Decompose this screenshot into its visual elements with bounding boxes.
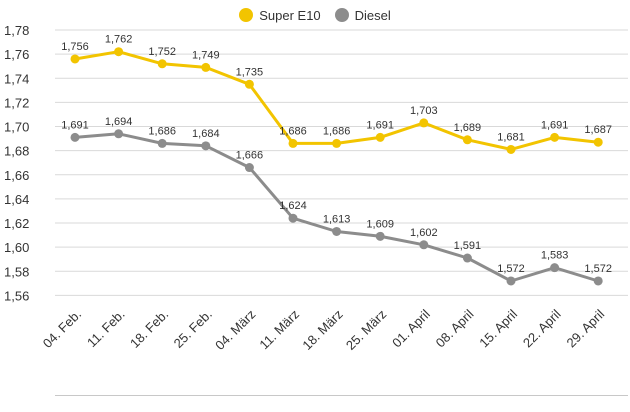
- data-point-super-e10: [419, 118, 429, 128]
- data-label-diesel: 1,609: [366, 218, 394, 230]
- y-tick-label: 1,56: [4, 288, 29, 303]
- data-point-super-e10: [114, 47, 124, 57]
- data-point-diesel: [462, 253, 472, 263]
- x-tick-label: 04. Feb.: [40, 307, 84, 351]
- legend-marker-super-e10: [239, 8, 254, 22]
- series-line-diesel: [74, 132, 599, 283]
- x-tick-label: 29. April: [563, 306, 607, 350]
- data-label-super-e10: 1,686: [279, 125, 307, 137]
- data-point-super-e10: [288, 138, 298, 148]
- y-tick-label: 1,76: [4, 47, 29, 62]
- data-point-super-e10: [462, 135, 472, 145]
- legend-marker-diesel: [334, 8, 349, 22]
- data-point-diesel: [244, 163, 254, 173]
- x-tick-label: 25. Feb.: [171, 307, 215, 351]
- data-point-diesel: [332, 226, 342, 236]
- data-label-super-e10: 1,703: [410, 105, 438, 117]
- data-point-super-e10: [375, 132, 385, 142]
- data-label-diesel: 1,572: [497, 263, 525, 275]
- data-label-diesel: 1,624: [279, 200, 307, 212]
- data-point-diesel: [375, 231, 385, 241]
- y-tick-label: 1,58: [4, 264, 29, 279]
- data-label-diesel: 1,591: [454, 240, 482, 252]
- x-tick-label: 11. Feb.: [84, 307, 128, 351]
- data-point-super-e10: [332, 138, 342, 148]
- x-tick-label: 04. März: [212, 307, 258, 353]
- data-point-diesel: [114, 129, 124, 139]
- data-label-diesel: 1,666: [236, 150, 264, 162]
- data-point-super-e10: [550, 132, 560, 142]
- data-point-diesel: [419, 240, 429, 250]
- data-label-super-e10: 1,687: [584, 124, 612, 136]
- data-label-super-e10: 1,735: [236, 66, 264, 78]
- data-label-super-e10: 1,752: [148, 46, 176, 58]
- data-label-super-e10: 1,689: [454, 122, 482, 134]
- data-point-super-e10: [593, 137, 603, 147]
- data-label-super-e10: 1,691: [366, 119, 394, 131]
- data-label-super-e10: 1,749: [192, 49, 220, 61]
- data-label-super-e10: 1,691: [541, 119, 569, 131]
- data-label-diesel: 1,694: [105, 116, 133, 128]
- data-point-diesel: [288, 213, 298, 223]
- data-point-diesel: [593, 276, 603, 286]
- data-point-diesel: [550, 263, 560, 273]
- data-label-super-e10: 1,756: [61, 41, 89, 53]
- data-label-super-e10: 1,762: [105, 34, 133, 46]
- chart-legend: Super E10 Diesel: [0, 3, 630, 27]
- data-point-diesel: [506, 276, 516, 286]
- data-label-diesel: 1,572: [584, 263, 612, 275]
- y-tick-label: 1,74: [4, 71, 29, 86]
- data-label-diesel: 1,686: [148, 125, 176, 137]
- y-tick-label: 1,72: [4, 95, 29, 110]
- x-tick-label: 18. März: [299, 307, 345, 353]
- legend-item-super-e10[interactable]: Super E10: [239, 7, 321, 23]
- data-point-super-e10: [506, 144, 516, 154]
- legend-label-diesel: Diesel: [354, 7, 391, 23]
- y-tick-label: 1,70: [4, 120, 29, 135]
- legend-item-diesel[interactable]: Diesel: [334, 7, 391, 23]
- bottom-divider: [55, 395, 628, 396]
- data-point-super-e10: [244, 79, 254, 89]
- x-tick-label: 01. April: [389, 306, 433, 350]
- y-tick-label: 1,64: [4, 192, 29, 207]
- data-label-diesel: 1,613: [323, 213, 351, 225]
- data-label-super-e10: 1,686: [323, 125, 351, 137]
- data-point-super-e10: [201, 62, 211, 72]
- y-tick-label: 1,68: [4, 144, 29, 159]
- y-tick-label: 1,62: [4, 216, 29, 231]
- data-point-super-e10: [157, 59, 167, 69]
- data-point-diesel: [157, 138, 167, 148]
- data-point-super-e10: [70, 54, 80, 64]
- data-label-diesel: 1,583: [541, 250, 569, 262]
- x-tick-label: 15. April: [476, 306, 520, 350]
- legend-label-super-e10: Super E10: [259, 7, 321, 23]
- data-point-diesel: [70, 132, 80, 142]
- data-label-diesel: 1,602: [410, 227, 438, 239]
- data-point-diesel: [201, 141, 211, 151]
- data-label-diesel: 1,691: [61, 119, 89, 131]
- x-tick-label: 22. April: [520, 306, 564, 350]
- x-tick-label: 25. März: [343, 307, 389, 353]
- data-label-super-e10: 1,681: [497, 131, 525, 143]
- y-tick-label: 1,66: [4, 168, 29, 183]
- x-tick-label: 11. März: [256, 307, 302, 353]
- x-tick-label: 08. April: [433, 306, 477, 350]
- data-label-diesel: 1,684: [192, 128, 220, 140]
- y-tick-label: 1,60: [4, 240, 29, 255]
- x-tick-label: 18. Feb.: [127, 307, 171, 351]
- y-tick-label: 1,78: [4, 23, 29, 38]
